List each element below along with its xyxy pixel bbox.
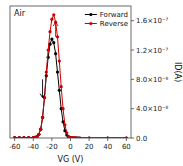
- x-tick-label: 40: [103, 143, 112, 151]
- data-point: [13, 136, 16, 138]
- y-tick: [131, 138, 134, 139]
- data-point: [41, 116, 44, 119]
- x-tick-label: -40: [28, 143, 39, 151]
- legend-marker: [89, 13, 92, 16]
- x-tick-label: 0: [68, 143, 72, 151]
- data-point: [47, 48, 50, 51]
- data-point: [50, 37, 53, 40]
- data-point: [56, 35, 59, 38]
- x-tick-label: 60: [122, 143, 131, 151]
- arrow: [53, 22, 58, 37]
- title: Air: [14, 9, 26, 18]
- data-point: [56, 70, 59, 73]
- series-line: [15, 39, 127, 138]
- y-tick: [131, 50, 134, 51]
- plot-area: [13, 13, 128, 138]
- data-point: [88, 136, 91, 138]
- data-point: [106, 136, 109, 138]
- data-point: [39, 128, 42, 131]
- data-point: [22, 136, 25, 138]
- data-point: [22, 136, 25, 138]
- data-point: [18, 136, 21, 138]
- data-point: [58, 89, 61, 92]
- legend: ForwardReverse: [85, 11, 128, 28]
- data-point: [60, 85, 63, 88]
- x-tick: [107, 138, 108, 141]
- x-tick: [126, 138, 127, 141]
- data-point: [48, 30, 51, 33]
- legend-label: Forward: [100, 11, 128, 19]
- y-tick: [131, 20, 134, 21]
- data-point: [58, 59, 61, 62]
- y-tick-label: 8.0×10⁻⁸: [136, 76, 169, 84]
- data-point: [125, 136, 128, 138]
- x-tick: [89, 138, 90, 141]
- x-axis-label: VG (V): [58, 155, 84, 164]
- x-tick-label: -20: [46, 143, 57, 151]
- data-point: [50, 18, 53, 21]
- data-point: [37, 133, 40, 136]
- data-point: [41, 116, 44, 119]
- data-point: [39, 128, 42, 131]
- y-axis-label: ID(A): [173, 62, 182, 82]
- data-point: [65, 131, 68, 134]
- x-tick: [33, 138, 34, 141]
- data-point: [52, 13, 55, 16]
- chart: -60 -40 -20 0 20 40 60 0.0 4.0×10⁻⁸ 8.0×10⁻⁸ 1.2×1…: [0, 0, 183, 166]
- data-point: [27, 136, 30, 138]
- legend-marker: [89, 22, 92, 25]
- data-point: [54, 52, 57, 55]
- data-point: [18, 136, 21, 138]
- data-point: [61, 107, 64, 110]
- data-point: [78, 136, 81, 138]
- data-point: [88, 136, 91, 138]
- data-point: [27, 136, 30, 138]
- data-point: [125, 136, 128, 138]
- data-point: [106, 136, 109, 138]
- y-tick: [131, 108, 134, 109]
- x-tick-label: -60: [9, 143, 20, 151]
- data-point: [45, 70, 48, 73]
- x-tick-label: 20: [85, 143, 94, 151]
- data-point: [37, 133, 40, 136]
- data-point: [52, 41, 55, 44]
- data-point: [13, 136, 16, 138]
- y-tick-label: 1.6×10⁻⁷: [136, 17, 169, 25]
- y-tick-label: 4.0×10⁻⁸: [136, 105, 169, 113]
- data-point: [63, 123, 66, 126]
- y-tick: [131, 79, 134, 80]
- x-tick: [70, 138, 71, 141]
- x-tick: [14, 138, 15, 141]
- series-line: [15, 15, 127, 138]
- y-tick-label: 1.2×10⁻⁷: [136, 47, 169, 55]
- legend-label: Reverse: [100, 20, 128, 28]
- arrow: [40, 79, 45, 97]
- y-tick-label: 0.0: [136, 135, 147, 143]
- plot-frame: [10, 6, 131, 138]
- x-tick: [51, 138, 52, 141]
